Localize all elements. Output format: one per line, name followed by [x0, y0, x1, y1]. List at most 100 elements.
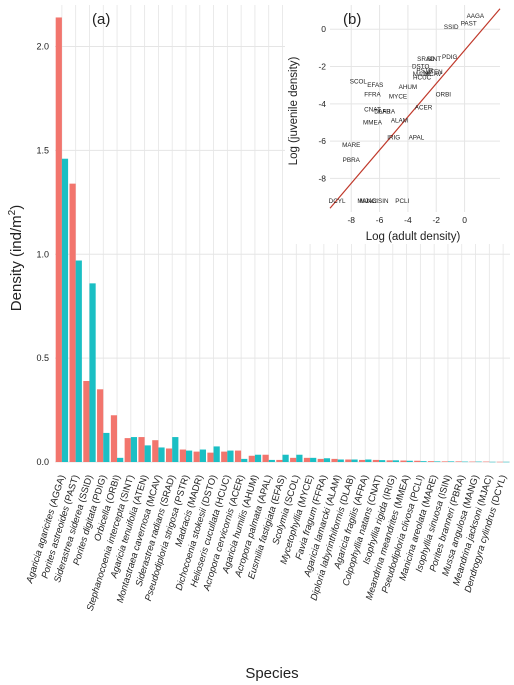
point-label-myce: MYCE [389, 93, 407, 100]
bar-chart-y-ticks: 0.0 0.5 1.0 1.5 2.0 [36, 42, 49, 467]
y-tick-label: 1.5 [36, 145, 49, 155]
point-label-ssid: SSID [444, 24, 459, 31]
point-label-pbra: PBRA [343, 157, 361, 164]
bar-chart-y-axis-label: Density (ind/m2) [7, 205, 25, 311]
bar-juvenile-4 [117, 457, 124, 462]
bar-juvenile-1 [75, 260, 82, 462]
y-tick-label: 1.0 [36, 249, 49, 259]
y-label-close: ) [8, 205, 25, 210]
point-label-hcuc: HCUC [413, 75, 432, 82]
bar-juvenile-19 [323, 458, 331, 462]
bar-adult-9 [179, 449, 186, 462]
scatter-x-tick-label: -8 [347, 215, 355, 225]
bar-adult-11 [207, 452, 214, 462]
scatter-y-ticks: 0 -2 -4 -6 -8 [318, 24, 326, 183]
panel-b-label: (b) [343, 11, 361, 28]
bar-juvenile-12 [227, 450, 234, 462]
point-label-cnat: CNAT [364, 106, 381, 113]
point-label-mmea: MMEA [363, 119, 383, 126]
bar-juvenile-27 [434, 461, 441, 462]
bar-juvenile-14 [254, 454, 262, 462]
bar-adult-25 [400, 460, 407, 462]
point-label-efas: EFAS [367, 82, 383, 89]
point-label-mare: MARE [342, 142, 360, 149]
bar-chart-x-ticks: Agaricia agaricites (AGGA)Porites astreo… [23, 473, 508, 612]
bar-adult-23 [372, 459, 380, 462]
bar-juvenile-11 [213, 446, 220, 462]
scatter-y-tick-label: -6 [318, 136, 326, 146]
y-tick-label: 0.0 [36, 457, 49, 467]
point-label-mjac: MJAC [360, 198, 378, 205]
scatter-y-tick-label: -4 [318, 99, 326, 109]
point-label-alam: ALAM [391, 118, 408, 125]
point-label-isin: ISIN [376, 198, 389, 205]
point-label-mang: MANG [357, 198, 376, 205]
bar-juvenile-10 [199, 449, 206, 462]
point-label-pstr: PSTR [416, 67, 433, 74]
bar-juvenile-18 [310, 457, 317, 462]
bar-juvenile-24 [392, 460, 400, 462]
bar-juvenile-15 [268, 459, 275, 462]
y-tick-label: 2.0 [36, 42, 49, 52]
point-label-mcav: MCAV [424, 71, 443, 78]
scatter-x-tick-label: -6 [376, 215, 384, 225]
scatter-x-tick-label: 0 [462, 215, 467, 225]
bar-adult-24 [386, 460, 393, 462]
bar-adult-12 [221, 451, 228, 462]
bar-juvenile-28 [447, 461, 455, 462]
scatter-gridlines [330, 5, 500, 212]
bar-adult-19 [317, 458, 324, 462]
bar-juvenile-25 [406, 460, 413, 462]
bar-juvenile-22 [365, 459, 372, 462]
bar-adult-32 [496, 461, 504, 463]
point-label-acer: ACER [415, 105, 433, 112]
bar-adult-17 [290, 457, 297, 462]
bar-adult-27 [427, 461, 435, 462]
point-label-orbi: ORBI [436, 92, 452, 99]
bar-adult-2 [83, 380, 90, 462]
bar-juvenile-2 [89, 283, 96, 462]
y-tick-label: 0.5 [36, 353, 49, 363]
bar-adult-1 [69, 183, 76, 463]
bar-adult-15 [262, 454, 269, 462]
point-label-sint: SINT [427, 56, 441, 63]
point-label-dlab: DLAB [374, 108, 390, 115]
bar-adult-3 [97, 389, 104, 462]
point-label-pcli: PCLI [395, 198, 409, 205]
bar-adult-22 [359, 459, 366, 462]
point-label-ahum: AHUM [399, 84, 418, 91]
bar-juvenile-6 [144, 445, 151, 462]
point-label-srad: SRAD [417, 56, 435, 63]
scatter-y-tick-label: -2 [318, 62, 326, 72]
bar-adult-10 [193, 451, 200, 462]
bar-adult-14 [248, 455, 255, 462]
bar-adult-30 [469, 461, 476, 463]
bar-juvenile-16 [282, 454, 289, 462]
point-label-irig: IRIG [387, 134, 400, 141]
bar-juvenile-26 [420, 461, 427, 462]
bar-adult-26 [414, 460, 421, 462]
regression-line [329, 8, 501, 209]
scatter-y-axis-label: Log (juvenile density) [288, 56, 300, 165]
bar-juvenile-7 [158, 447, 165, 462]
point-label-pdig: PDIG [442, 54, 457, 61]
point-label-dcyl: DCYL [329, 198, 346, 205]
bar-juvenile-8 [172, 437, 179, 462]
panel-a-label: (a) [92, 11, 110, 28]
bar-juvenile-31 [489, 461, 496, 463]
bar-adult-0 [55, 17, 62, 463]
bar-chart-x-axis-label: Species [245, 665, 298, 682]
bar-adult-29 [455, 461, 462, 462]
bar-juvenile-5 [130, 437, 138, 462]
bar-juvenile-23 [379, 460, 386, 462]
bar-adult-18 [303, 457, 311, 462]
inset-background [285, 0, 514, 244]
bar-juvenile-9 [185, 450, 193, 462]
bar-adult-5 [124, 438, 131, 462]
y-label-superscript: 2 [7, 209, 18, 215]
point-label-aten: ATEN [426, 69, 443, 76]
bar-adult-8 [165, 448, 173, 462]
bar-adult-21 [345, 459, 352, 462]
scatter-y-tick-label: 0 [321, 24, 326, 34]
